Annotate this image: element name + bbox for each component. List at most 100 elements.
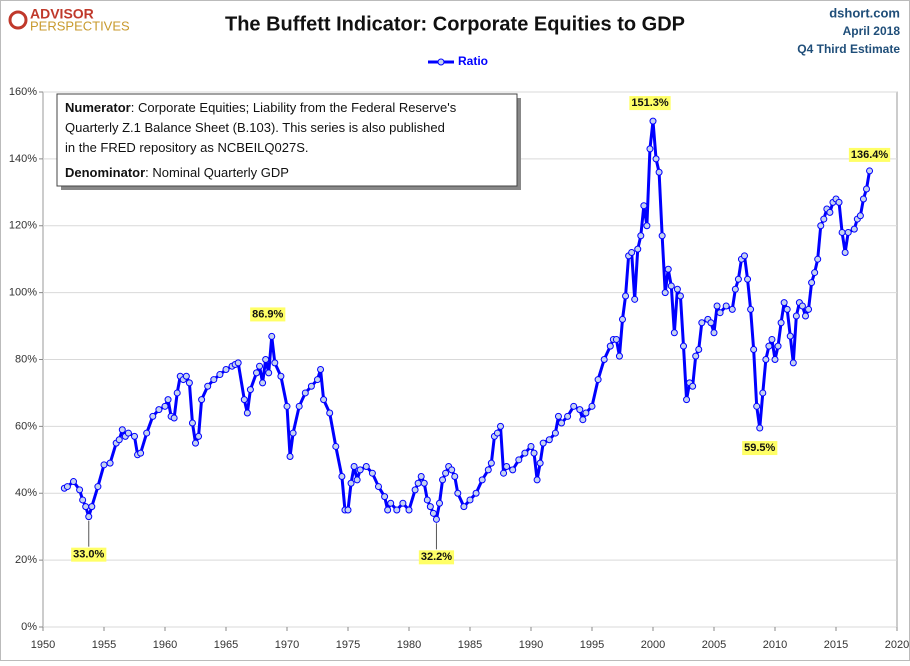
data-point [707, 319, 715, 327]
data-point [558, 419, 565, 427]
data-point [432, 515, 440, 523]
data-point [768, 335, 776, 343]
data-point [692, 352, 700, 360]
data-label-bg [250, 307, 286, 322]
note-text: in the FRED repository as NCBEILQ027S. [65, 140, 309, 155]
data-label: 33.0% [71, 520, 107, 562]
x-tick-label: 1985 [458, 639, 482, 651]
data-point [478, 476, 486, 484]
data-point [82, 503, 90, 511]
x-tick-label: 1950 [31, 639, 55, 651]
data-point [451, 473, 459, 481]
data-point [814, 255, 822, 263]
source: Q4 Third Estimate [797, 42, 900, 56]
data-point [484, 466, 492, 474]
y-tick-label: 80% [15, 353, 37, 365]
data-point [393, 506, 401, 514]
data-point [124, 429, 132, 437]
note-text: : Corporate Equities; Liability from the… [131, 100, 457, 115]
data-point [570, 402, 578, 410]
data-point [741, 252, 748, 260]
data-point [756, 424, 764, 432]
data-point [295, 402, 303, 410]
data-point [762, 356, 770, 363]
data-point [436, 499, 443, 507]
data-point [628, 249, 636, 256]
data-point [161, 402, 169, 410]
data-point [411, 486, 419, 494]
note-box: Numerator: Corporate Equities; Liability… [56, 93, 521, 190]
data-point [792, 312, 800, 320]
note-text: Quarterly Z.1 Balance Sheet (B.103). Thi… [65, 120, 445, 135]
data-point [841, 249, 849, 256]
data-point [664, 265, 672, 273]
data-point [253, 369, 260, 377]
data-point [188, 419, 196, 427]
data-point [85, 513, 93, 521]
data-point [811, 269, 819, 277]
data-point [70, 478, 77, 486]
data-point [115, 436, 123, 444]
data-point [317, 366, 325, 374]
data-point [643, 222, 651, 230]
data-point [460, 503, 468, 511]
x-tick-label: 1960 [153, 639, 177, 651]
data-point [195, 432, 203, 440]
data-point [314, 376, 321, 384]
data-label-bg [742, 441, 778, 456]
data-point [170, 414, 178, 422]
data-point [652, 155, 660, 163]
data-point [301, 389, 309, 397]
data-label: 151.3% [629, 96, 671, 111]
data-point [381, 493, 389, 501]
data-point [670, 329, 678, 337]
data-point [713, 302, 721, 310]
data-point [283, 402, 291, 410]
y-tick-label: 160% [9, 86, 37, 98]
data-point [637, 232, 645, 240]
data-point [649, 117, 657, 125]
data-point [500, 469, 508, 477]
chart-title: The Buffett Indicator: Corporate Equitie… [225, 13, 685, 35]
data-point [658, 232, 666, 240]
data-point [259, 379, 267, 387]
data-point [515, 456, 523, 464]
data-point [622, 292, 630, 300]
data-point [326, 409, 334, 417]
data-point [728, 305, 736, 313]
data-point [88, 503, 96, 511]
y-tick-label: 140% [9, 153, 37, 165]
y-tick-label: 60% [15, 420, 37, 432]
data-point [347, 479, 355, 487]
data-point [771, 356, 779, 363]
y-tick-label: 40% [15, 487, 37, 499]
data-point [722, 302, 730, 310]
data-label: 136.4% [848, 147, 891, 162]
data-point [856, 212, 864, 220]
data-point [509, 466, 517, 474]
data-point [844, 228, 852, 236]
data-point [676, 292, 684, 300]
data-point [265, 369, 273, 377]
data-point [689, 382, 697, 390]
data-point [838, 228, 846, 236]
data-point [256, 362, 264, 370]
data-point [777, 319, 785, 327]
x-tick-label: 2015 [824, 639, 848, 651]
x-tick-label: 2010 [763, 639, 787, 651]
data-point [387, 499, 395, 507]
data-point [594, 376, 602, 384]
data-label: 32.2% [418, 523, 455, 565]
data-point [600, 356, 608, 363]
x-tick-label: 1955 [92, 639, 116, 651]
data-point [344, 506, 352, 514]
data-point [698, 319, 706, 327]
data-point [414, 479, 422, 487]
data-point [521, 449, 529, 457]
data-point [789, 359, 797, 367]
data-point [368, 469, 376, 477]
data-point [362, 463, 370, 470]
data-point [240, 396, 248, 404]
data-point [564, 412, 572, 420]
